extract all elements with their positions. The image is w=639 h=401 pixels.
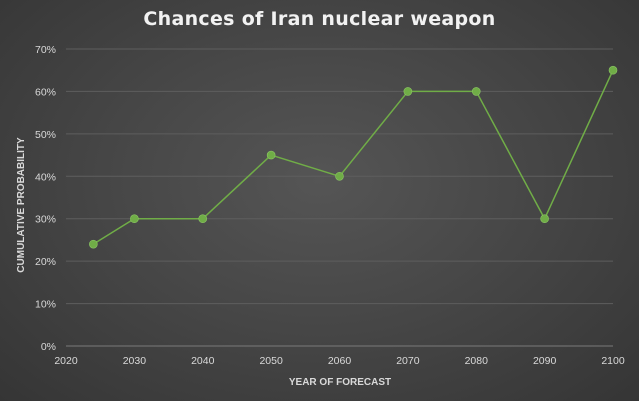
data-point [266,150,276,160]
data-point [608,65,618,75]
data-point [403,87,413,96]
series-layer [89,65,618,249]
x-tick-label: 2060 [328,355,352,367]
data-point [89,239,98,249]
y-tick-label: 40% [35,171,56,183]
x-tick-label: 2080 [465,355,489,367]
data-point [471,87,481,96]
chart-title: Chances of Iran nuclear weapon [143,8,496,30]
gridlines [66,48,613,347]
x-tick-label: 2070 [396,355,420,367]
y-tick-label: 0% [41,341,56,353]
y-axis-ticks: 0% 10% 20% 30% 40% 50% 60% 70% [35,44,56,353]
data-point [540,214,549,224]
y-tick-label: 70% [35,44,56,56]
y-tick-label: 10% [35,299,56,311]
y-axis-title: CUMULATIVE PROBABILITY [16,137,27,273]
series-line [92,69,614,245]
x-tick-label: 2020 [54,355,78,367]
y-tick-label: 20% [35,256,56,268]
x-tick-label: 2090 [533,355,557,367]
x-tick-label: 2040 [191,355,215,367]
x-tick-label: 2030 [123,355,147,367]
y-tick-label: 30% [35,214,56,226]
x-tick-label: 2050 [259,355,283,367]
data-point [198,214,208,224]
y-tick-label: 60% [35,86,56,98]
x-axis-ticks: 2020 2030 2040 2050 2060 2070 2080 2090 2100 [54,355,625,367]
data-point [130,214,139,224]
x-axis-title: YEAR OF FORECAST [289,377,391,388]
y-tick-label: 50% [35,129,56,141]
data-point [335,171,344,181]
x-tick-label: 2100 [601,355,625,367]
